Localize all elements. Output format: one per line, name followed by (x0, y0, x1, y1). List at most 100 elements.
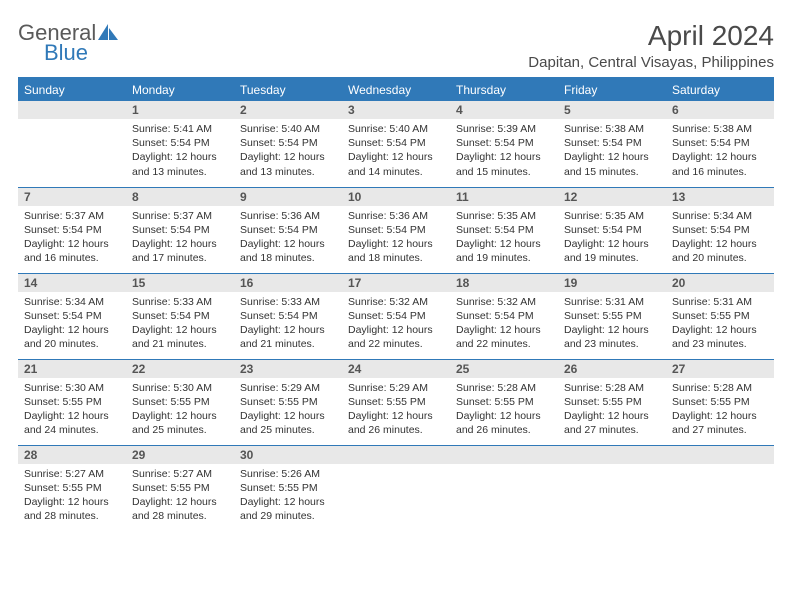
sunrise-text: Sunrise: 5:36 AM (348, 209, 444, 223)
calendar-day-cell: 27Sunrise: 5:28 AMSunset: 5:55 PMDayligh… (666, 359, 774, 445)
sunrise-text: Sunrise: 5:31 AM (672, 295, 768, 309)
day-number: 1 (126, 101, 234, 119)
location-text: Dapitan, Central Visayas, Philippines (528, 54, 774, 71)
day-number (666, 446, 774, 464)
day-body: Sunrise: 5:29 AMSunset: 5:55 PMDaylight:… (234, 378, 342, 444)
sunrise-text: Sunrise: 5:34 AM (672, 209, 768, 223)
daylight-text: Daylight: 12 hours and 27 minutes. (672, 409, 768, 437)
day-body: Sunrise: 5:34 AMSunset: 5:54 PMDaylight:… (666, 206, 774, 272)
sunset-text: Sunset: 5:54 PM (672, 223, 768, 237)
day-body: Sunrise: 5:28 AMSunset: 5:55 PMDaylight:… (558, 378, 666, 444)
calendar-week-row: 1Sunrise: 5:41 AMSunset: 5:54 PMDaylight… (18, 101, 774, 187)
day-body: Sunrise: 5:35 AMSunset: 5:54 PMDaylight:… (450, 206, 558, 272)
day-number: 11 (450, 188, 558, 206)
day-body: Sunrise: 5:27 AMSunset: 5:55 PMDaylight:… (126, 464, 234, 530)
day-body: Sunrise: 5:26 AMSunset: 5:55 PMDaylight:… (234, 464, 342, 530)
sunset-text: Sunset: 5:54 PM (456, 309, 552, 323)
sunset-text: Sunset: 5:54 PM (456, 136, 552, 150)
sunrise-text: Sunrise: 5:32 AM (348, 295, 444, 309)
day-body: Sunrise: 5:31 AMSunset: 5:55 PMDaylight:… (558, 292, 666, 358)
daylight-text: Daylight: 12 hours and 27 minutes. (564, 409, 660, 437)
day-header: Sunday (18, 78, 126, 101)
day-number (450, 446, 558, 464)
sunset-text: Sunset: 5:54 PM (348, 223, 444, 237)
sunrise-text: Sunrise: 5:37 AM (24, 209, 120, 223)
day-header: Friday (558, 78, 666, 101)
day-number: 7 (18, 188, 126, 206)
day-body: Sunrise: 5:27 AMSunset: 5:55 PMDaylight:… (18, 464, 126, 530)
sunset-text: Sunset: 5:55 PM (564, 395, 660, 409)
calendar-week-row: 21Sunrise: 5:30 AMSunset: 5:55 PMDayligh… (18, 359, 774, 445)
sunset-text: Sunset: 5:54 PM (240, 309, 336, 323)
day-number: 9 (234, 188, 342, 206)
calendar-day-cell: 30Sunrise: 5:26 AMSunset: 5:55 PMDayligh… (234, 445, 342, 531)
daylight-text: Daylight: 12 hours and 26 minutes. (348, 409, 444, 437)
sunrise-text: Sunrise: 5:40 AM (240, 122, 336, 136)
daylight-text: Daylight: 12 hours and 29 minutes. (240, 495, 336, 523)
daylight-text: Daylight: 12 hours and 19 minutes. (456, 237, 552, 265)
calendar-day-cell: 4Sunrise: 5:39 AMSunset: 5:54 PMDaylight… (450, 101, 558, 187)
sunrise-text: Sunrise: 5:31 AM (564, 295, 660, 309)
calendar-day-cell: 14Sunrise: 5:34 AMSunset: 5:54 PMDayligh… (18, 273, 126, 359)
month-title: April 2024 (528, 20, 774, 52)
sunset-text: Sunset: 5:54 PM (24, 309, 120, 323)
day-body: Sunrise: 5:35 AMSunset: 5:54 PMDaylight:… (558, 206, 666, 272)
calendar-week-row: 7Sunrise: 5:37 AMSunset: 5:54 PMDaylight… (18, 187, 774, 273)
sunset-text: Sunset: 5:54 PM (564, 136, 660, 150)
calendar-table: Sunday Monday Tuesday Wednesday Thursday… (18, 77, 774, 531)
day-body: Sunrise: 5:39 AMSunset: 5:54 PMDaylight:… (450, 119, 558, 185)
sunrise-text: Sunrise: 5:38 AM (564, 122, 660, 136)
sunset-text: Sunset: 5:54 PM (564, 223, 660, 237)
day-body: Sunrise: 5:36 AMSunset: 5:54 PMDaylight:… (234, 206, 342, 272)
day-body: Sunrise: 5:37 AMSunset: 5:54 PMDaylight:… (18, 206, 126, 272)
calendar-day-cell (18, 101, 126, 187)
sunset-text: Sunset: 5:54 PM (240, 223, 336, 237)
day-body: Sunrise: 5:41 AMSunset: 5:54 PMDaylight:… (126, 119, 234, 185)
calendar-day-cell (558, 445, 666, 531)
sunset-text: Sunset: 5:55 PM (132, 395, 228, 409)
sunrise-text: Sunrise: 5:28 AM (672, 381, 768, 395)
day-body: Sunrise: 5:28 AMSunset: 5:55 PMDaylight:… (666, 378, 774, 444)
sunset-text: Sunset: 5:55 PM (24, 395, 120, 409)
sunrise-text: Sunrise: 5:29 AM (240, 381, 336, 395)
daylight-text: Daylight: 12 hours and 16 minutes. (672, 150, 768, 178)
day-number: 19 (558, 274, 666, 292)
day-number: 29 (126, 446, 234, 464)
sunrise-text: Sunrise: 5:33 AM (132, 295, 228, 309)
calendar-day-cell: 29Sunrise: 5:27 AMSunset: 5:55 PMDayligh… (126, 445, 234, 531)
sunrise-text: Sunrise: 5:26 AM (240, 467, 336, 481)
sunrise-text: Sunrise: 5:30 AM (24, 381, 120, 395)
calendar-day-cell: 5Sunrise: 5:38 AMSunset: 5:54 PMDaylight… (558, 101, 666, 187)
calendar-day-cell: 22Sunrise: 5:30 AMSunset: 5:55 PMDayligh… (126, 359, 234, 445)
sunrise-text: Sunrise: 5:29 AM (348, 381, 444, 395)
daylight-text: Daylight: 12 hours and 16 minutes. (24, 237, 120, 265)
day-number: 15 (126, 274, 234, 292)
calendar-day-cell: 9Sunrise: 5:36 AMSunset: 5:54 PMDaylight… (234, 187, 342, 273)
day-number (18, 101, 126, 119)
daylight-text: Daylight: 12 hours and 28 minutes. (132, 495, 228, 523)
sunrise-text: Sunrise: 5:28 AM (564, 381, 660, 395)
daylight-text: Daylight: 12 hours and 22 minutes. (456, 323, 552, 351)
title-block: April 2024 Dapitan, Central Visayas, Phi… (528, 20, 774, 71)
daylight-text: Daylight: 12 hours and 24 minutes. (24, 409, 120, 437)
day-header: Saturday (666, 78, 774, 101)
header: General Blue April 2024 Dapitan, Central… (18, 20, 774, 71)
daylight-text: Daylight: 12 hours and 21 minutes. (240, 323, 336, 351)
daylight-text: Daylight: 12 hours and 20 minutes. (672, 237, 768, 265)
daylight-text: Daylight: 12 hours and 15 minutes. (564, 150, 660, 178)
sunset-text: Sunset: 5:55 PM (348, 395, 444, 409)
logo-sail-icon (98, 24, 120, 40)
day-body: Sunrise: 5:34 AMSunset: 5:54 PMDaylight:… (18, 292, 126, 358)
day-number: 14 (18, 274, 126, 292)
day-body: Sunrise: 5:37 AMSunset: 5:54 PMDaylight:… (126, 206, 234, 272)
calendar-day-cell: 21Sunrise: 5:30 AMSunset: 5:55 PMDayligh… (18, 359, 126, 445)
daylight-text: Daylight: 12 hours and 18 minutes. (240, 237, 336, 265)
day-number: 30 (234, 446, 342, 464)
day-number: 23 (234, 360, 342, 378)
sunrise-text: Sunrise: 5:30 AM (132, 381, 228, 395)
sunrise-text: Sunrise: 5:41 AM (132, 122, 228, 136)
calendar-day-cell: 20Sunrise: 5:31 AMSunset: 5:55 PMDayligh… (666, 273, 774, 359)
day-number (342, 446, 450, 464)
calendar-day-cell (666, 445, 774, 531)
sunset-text: Sunset: 5:54 PM (348, 309, 444, 323)
